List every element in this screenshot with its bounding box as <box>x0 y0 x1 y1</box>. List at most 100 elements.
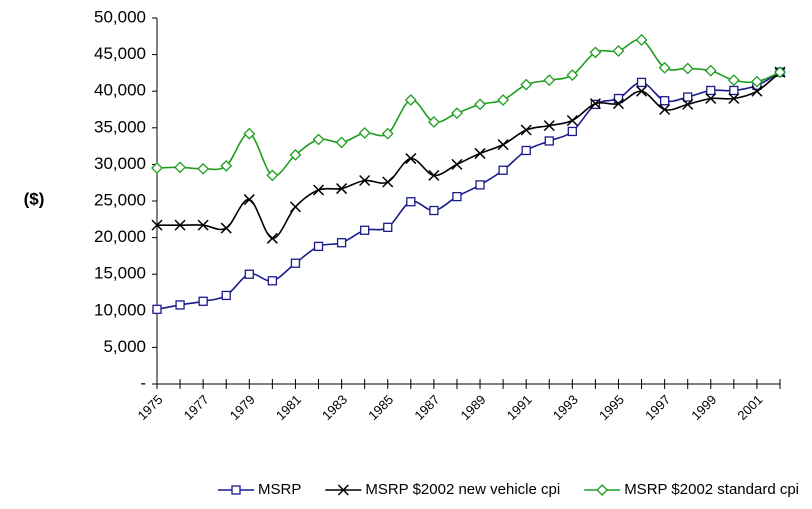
marker <box>682 98 694 110</box>
marker <box>429 205 439 216</box>
marker <box>198 296 208 306</box>
marker <box>221 290 231 301</box>
marker <box>197 162 210 175</box>
y-tick-label: 30,000 <box>94 154 146 173</box>
x-tick-label: 1975 <box>134 392 165 423</box>
legend-label: MSRP $2002 standard cpi <box>624 481 799 498</box>
marker <box>381 127 394 140</box>
marker <box>497 94 510 106</box>
marker <box>589 46 602 59</box>
x-tick-label: 1993 <box>550 392 581 423</box>
marker <box>336 183 348 195</box>
y-axis-label: ($) <box>24 189 45 208</box>
x-tick-label: 1991 <box>504 392 535 423</box>
marker <box>612 45 625 57</box>
marker <box>175 300 185 310</box>
x-tick-label: 1987 <box>411 392 442 423</box>
marker <box>289 201 301 213</box>
marker <box>266 232 278 244</box>
marker <box>427 116 440 128</box>
marker <box>451 107 463 120</box>
marker <box>683 92 693 102</box>
marker <box>358 127 371 139</box>
marker <box>451 158 463 170</box>
x-tick-label: 1983 <box>319 392 350 423</box>
marker <box>475 180 485 190</box>
marker <box>337 484 349 496</box>
marker <box>359 174 371 187</box>
marker <box>589 98 601 110</box>
marker <box>267 276 278 286</box>
marker <box>659 103 671 116</box>
marker <box>174 161 186 174</box>
marker <box>520 124 532 136</box>
marker <box>635 34 648 46</box>
marker <box>382 176 394 188</box>
legend-label: MSRP <box>258 481 301 498</box>
y-tick-label: 10,000 <box>94 300 146 319</box>
marker <box>243 127 256 140</box>
marker <box>151 219 163 231</box>
marker <box>636 85 648 97</box>
marker <box>406 197 416 207</box>
series-line <box>156 71 781 311</box>
marker <box>290 258 301 268</box>
x-tick-label: 1981 <box>273 392 304 423</box>
marker <box>544 136 554 146</box>
marker <box>636 77 647 88</box>
marker <box>567 126 577 137</box>
marker <box>197 219 209 231</box>
x-tick-label: 1999 <box>688 392 719 423</box>
marker <box>313 241 324 252</box>
legend-label: MSRP $2002 new vehicle cpi <box>365 481 560 498</box>
series-line <box>156 38 781 177</box>
marker <box>520 78 533 91</box>
marker <box>220 159 233 172</box>
marker <box>751 75 763 88</box>
marker <box>428 169 440 181</box>
x-tick-label: 1977 <box>181 392 212 423</box>
marker <box>613 93 624 104</box>
marker <box>474 98 486 111</box>
marker <box>704 64 717 77</box>
y-tick-label: 25,000 <box>94 190 146 209</box>
marker <box>543 74 556 87</box>
x-tick-label: 1985 <box>365 392 396 423</box>
x-tick-label: 1979 <box>227 392 258 423</box>
marker <box>596 484 609 496</box>
y-tick-label: 45,000 <box>94 44 146 63</box>
y-tick-label: 50,000 <box>94 7 146 26</box>
marker <box>405 153 417 165</box>
marker <box>729 85 739 96</box>
y-tick-label: 15,000 <box>94 264 146 283</box>
marker <box>774 66 786 79</box>
marker <box>751 85 763 97</box>
marker <box>706 85 716 96</box>
marker <box>289 148 302 161</box>
marker <box>566 114 578 127</box>
marker <box>404 94 417 106</box>
marker <box>727 74 740 87</box>
marker <box>174 219 186 231</box>
marker <box>312 133 325 146</box>
y-tick-label: 40,000 <box>94 81 146 100</box>
marker <box>705 92 717 105</box>
marker <box>681 62 694 75</box>
marker <box>244 269 254 279</box>
x-tick-label: 1989 <box>458 392 489 423</box>
marker <box>243 194 255 206</box>
y-tick-label: 35,000 <box>94 117 146 136</box>
marker <box>231 485 241 495</box>
x-tick-label: 2001 <box>734 392 765 423</box>
y-tick-label: 20,000 <box>94 227 146 246</box>
marker <box>474 147 486 159</box>
x-tick-label: 1995 <box>596 392 627 423</box>
marker <box>521 145 531 156</box>
marker <box>728 92 740 105</box>
y-tick-label: 5,000 <box>103 337 146 356</box>
marker <box>543 120 555 132</box>
marker <box>335 136 348 149</box>
marker <box>659 96 670 106</box>
